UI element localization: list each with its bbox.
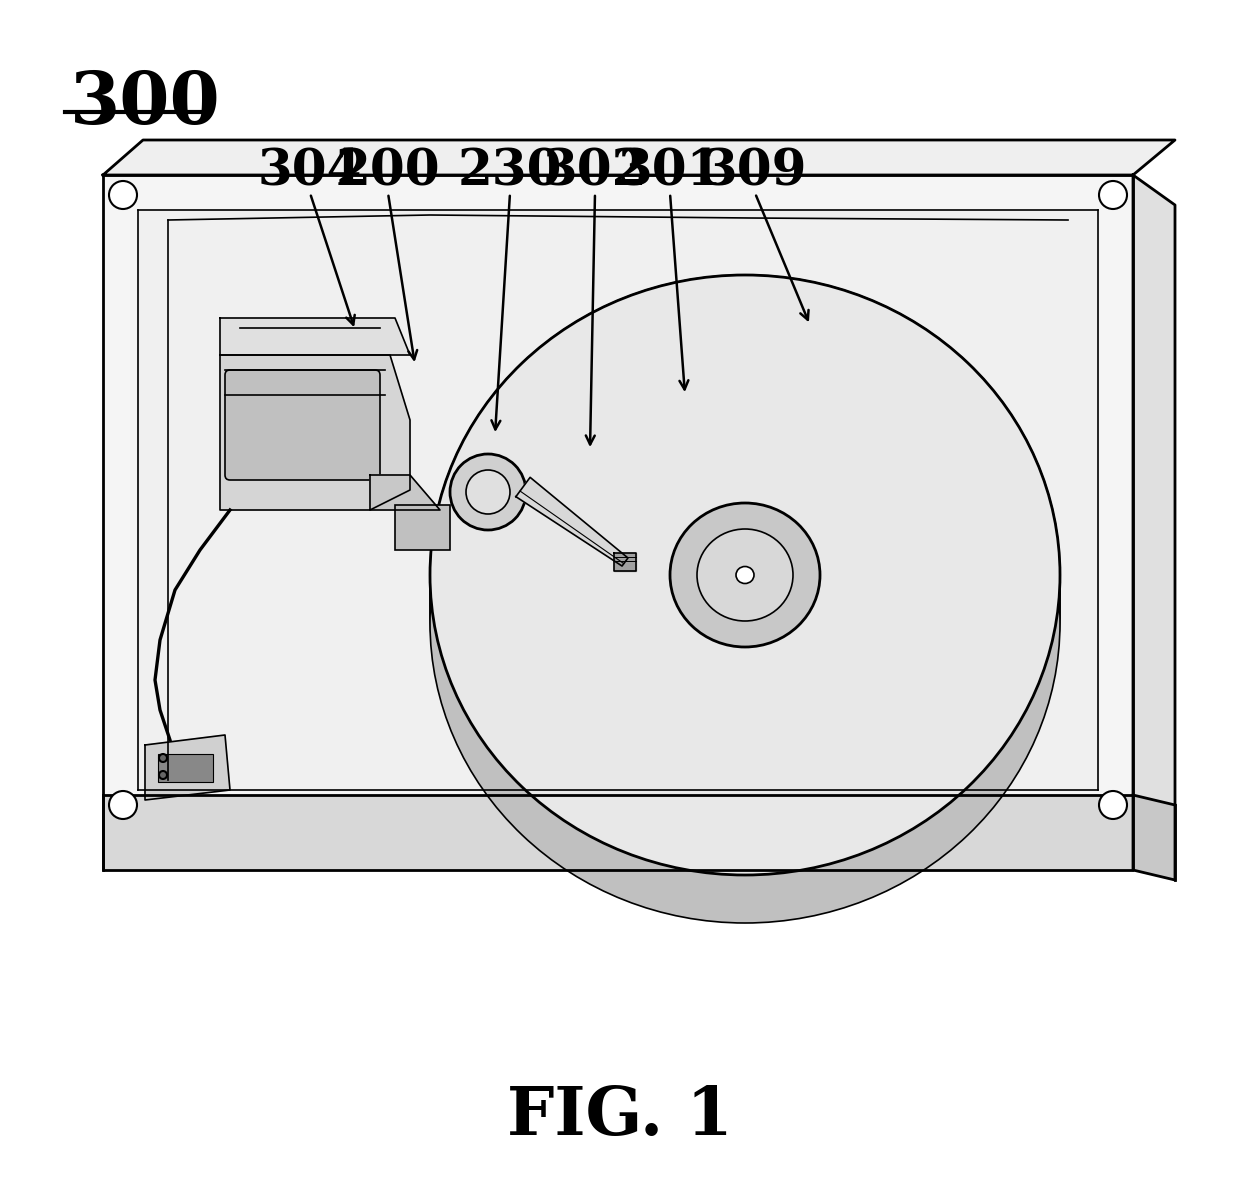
Polygon shape: [138, 210, 1097, 790]
Text: 300: 300: [69, 69, 221, 139]
Ellipse shape: [430, 275, 1060, 875]
Polygon shape: [1133, 175, 1176, 880]
Ellipse shape: [430, 287, 1060, 887]
FancyBboxPatch shape: [224, 370, 379, 480]
Text: 309: 309: [703, 148, 807, 197]
Circle shape: [159, 770, 167, 779]
Circle shape: [1099, 182, 1127, 209]
Polygon shape: [516, 477, 627, 566]
Polygon shape: [370, 475, 440, 510]
Polygon shape: [145, 734, 229, 801]
Polygon shape: [103, 139, 1176, 175]
Circle shape: [466, 470, 510, 514]
Polygon shape: [614, 553, 636, 571]
Circle shape: [109, 791, 136, 819]
Ellipse shape: [737, 566, 754, 583]
Text: 301: 301: [618, 148, 722, 197]
Ellipse shape: [430, 275, 1060, 875]
Circle shape: [109, 182, 136, 209]
Bar: [396, 505, 450, 551]
Circle shape: [1099, 791, 1127, 819]
Ellipse shape: [430, 323, 1060, 923]
Circle shape: [450, 454, 526, 530]
Polygon shape: [103, 795, 1133, 870]
Ellipse shape: [430, 311, 1060, 911]
Bar: [157, 754, 213, 783]
Polygon shape: [219, 355, 410, 510]
Text: 200: 200: [336, 148, 440, 197]
Polygon shape: [1133, 795, 1176, 880]
Ellipse shape: [697, 529, 794, 621]
Text: FIG. 1: FIG. 1: [507, 1084, 733, 1149]
Text: 304: 304: [258, 148, 362, 197]
Text: 302: 302: [543, 148, 647, 197]
Ellipse shape: [430, 299, 1060, 899]
Polygon shape: [103, 175, 1133, 870]
Ellipse shape: [670, 502, 820, 647]
Text: 230: 230: [458, 148, 562, 197]
Polygon shape: [219, 319, 410, 355]
Circle shape: [159, 754, 167, 762]
